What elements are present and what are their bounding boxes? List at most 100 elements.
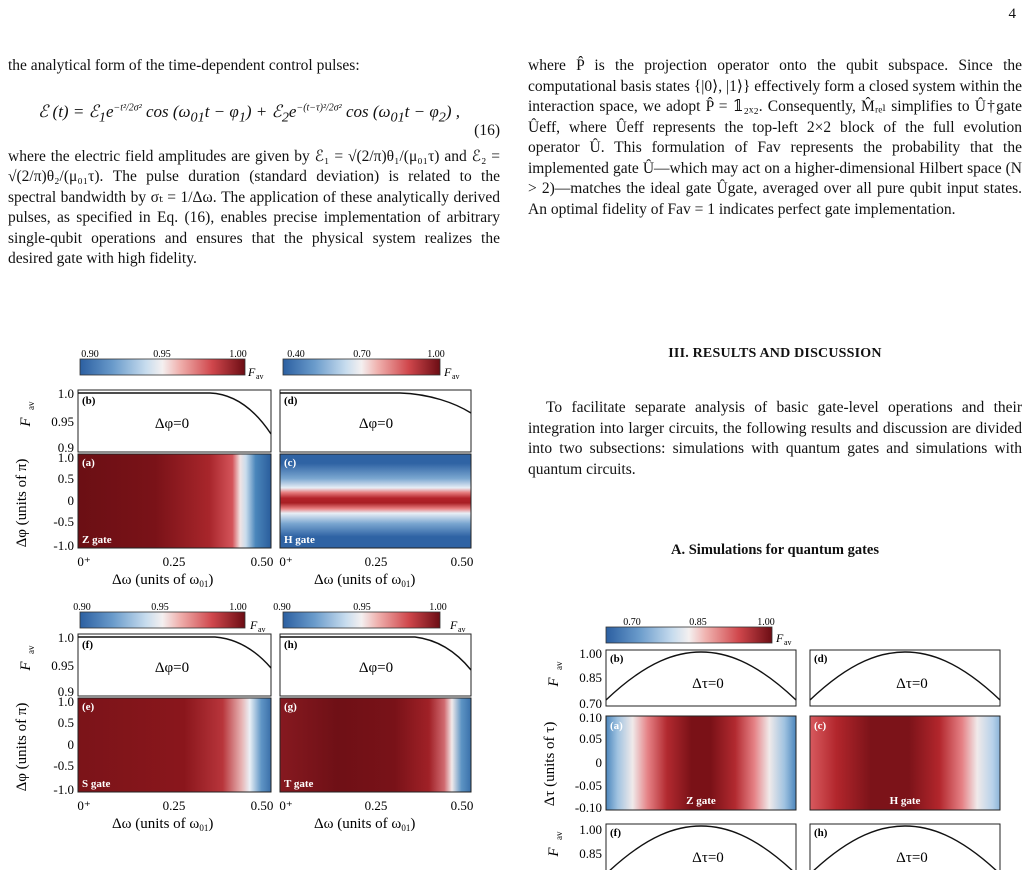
y-axis-label-phi: Δφ (units of π) bbox=[14, 703, 30, 792]
fidelity-curve-t bbox=[280, 636, 472, 671]
gate-label: H gate bbox=[284, 534, 315, 546]
y-axis-label-fav-sub: av bbox=[26, 401, 36, 410]
right-column: where P̂ is the projection operator onto… bbox=[528, 56, 1022, 220]
x-axis-label: Δω (units of ω01) bbox=[112, 816, 213, 833]
fidelity-curve-h2 bbox=[809, 825, 1001, 875]
y-tick: -0.05 bbox=[575, 778, 602, 793]
y-tick: 0 bbox=[596, 755, 603, 770]
x-tick: 0.50 bbox=[251, 554, 274, 569]
cbar-tick: 1.00 bbox=[429, 602, 447, 613]
cbar-tick: 1.00 bbox=[427, 349, 445, 360]
annotation: Δφ=0 bbox=[359, 660, 393, 676]
y-tick: 1.0 bbox=[58, 450, 74, 465]
panel-label: (g) bbox=[284, 701, 297, 713]
heatmap-t-gate bbox=[280, 698, 471, 792]
x-axis-label: Δω (units of ω01) bbox=[314, 816, 415, 833]
cbar-label: F bbox=[247, 365, 256, 379]
fidelity-curve-h-tau bbox=[809, 651, 1001, 701]
cbar-label: F bbox=[249, 618, 258, 632]
cbar-label: F bbox=[775, 631, 784, 645]
y-axis-label-phi: Δφ (units of π) bbox=[14, 459, 30, 548]
page-number: 4 bbox=[1008, 6, 1017, 22]
fidelity-curve-z-tau bbox=[605, 651, 797, 701]
cbar-tick: 0.40 bbox=[287, 349, 305, 360]
cbar-label-sub: av bbox=[452, 372, 460, 381]
y-axis-label-fav-sub: av bbox=[26, 645, 36, 654]
pulse-paragraph: where the electric field amplitudes are … bbox=[8, 147, 500, 268]
x-tick: 0.50 bbox=[251, 798, 274, 813]
panel-label: (h) bbox=[284, 639, 298, 651]
colorbar-h bbox=[283, 359, 440, 375]
x-tick: 0.25 bbox=[365, 798, 388, 813]
heatmap-s-gate bbox=[78, 698, 271, 792]
x-tick: 0.50 bbox=[451, 798, 474, 813]
cbar-tick: 1.00 bbox=[229, 349, 247, 360]
cbar-label-sub: av bbox=[784, 638, 792, 647]
y-axis-label-tau: Δτ (units of τ) bbox=[542, 722, 558, 807]
fidelity-curve-f bbox=[605, 825, 797, 875]
heatmap-z-gate-tau bbox=[606, 716, 796, 810]
x-tick: 0.25 bbox=[163, 554, 186, 569]
cbar-tick: 0.90 bbox=[73, 602, 91, 613]
section-paragraph: To facilitate separate analysis of basic… bbox=[528, 399, 1022, 478]
heatmap-z-gate bbox=[78, 454, 271, 548]
cbar-tick: 0.95 bbox=[353, 602, 371, 613]
panel-label: (b) bbox=[82, 395, 96, 407]
y-tick: 0.85 bbox=[579, 670, 602, 685]
y-tick: 0.95 bbox=[51, 414, 74, 429]
intro-text: the analytical form of the time-dependen… bbox=[8, 57, 360, 74]
y-tick: -1.0 bbox=[53, 538, 74, 553]
panel-label: (b) bbox=[610, 653, 624, 665]
heatmap-h-gate bbox=[280, 454, 471, 548]
x-tick: 0⁺ bbox=[77, 798, 90, 813]
fidelity-curve-z bbox=[78, 392, 272, 435]
x-axis-label: Δω (units of ω01) bbox=[314, 572, 415, 589]
annotation: Δφ=0 bbox=[155, 416, 189, 432]
cbar-label: F bbox=[443, 365, 452, 379]
panel-label: (f) bbox=[610, 827, 621, 839]
cbar-label-sub: av bbox=[458, 625, 466, 634]
cbar-label-sub: av bbox=[258, 625, 266, 634]
cbar-tick: 0.95 bbox=[151, 602, 169, 613]
y-axis-label-fav: F bbox=[18, 417, 34, 428]
y-tick: -0.10 bbox=[575, 800, 602, 815]
left-column: the analytical form of the time-dependen… bbox=[8, 56, 500, 270]
cbar-tick: 1.00 bbox=[757, 617, 775, 628]
panel-label: (a) bbox=[82, 457, 95, 469]
panel-label: (f) bbox=[82, 639, 93, 651]
colorbar-right bbox=[606, 627, 772, 643]
colorbar-z bbox=[80, 359, 245, 375]
cbar-tick: 0.90 bbox=[273, 602, 291, 613]
cbar-tick: 0.70 bbox=[623, 617, 641, 628]
y-axis-label-fav-sub: av bbox=[554, 661, 564, 670]
section-title: III. RESULTS AND DISCUSSION bbox=[668, 346, 882, 361]
annotation: Δφ=0 bbox=[359, 416, 393, 432]
fidelity-curve-h bbox=[280, 392, 472, 414]
x-tick: 0.50 bbox=[451, 554, 474, 569]
fidelity-paragraph: where P̂ is the projection operator onto… bbox=[528, 57, 1022, 218]
panel-label: (c) bbox=[814, 720, 827, 732]
y-tick: 0 bbox=[68, 737, 75, 752]
y-tick: 1.0 bbox=[58, 386, 74, 401]
y-tick: 1.00 bbox=[579, 822, 602, 837]
y-tick: 1.00 bbox=[579, 646, 602, 661]
y-tick: 0.5 bbox=[58, 715, 74, 730]
y-tick: -0.5 bbox=[53, 758, 74, 773]
x-tick: 0⁺ bbox=[279, 554, 292, 569]
figure-right: 0.70 0.85 1.00 F av (b) (d) Δτ=0 Δτ=0 (a… bbox=[528, 612, 1008, 875]
fidelity-curve-s bbox=[78, 636, 272, 669]
y-tick: 0.95 bbox=[51, 658, 74, 673]
heatmap-h-gate-tau bbox=[810, 716, 1000, 810]
y-tick: -0.5 bbox=[53, 514, 74, 529]
panel-label: (d) bbox=[284, 395, 298, 407]
cbar-tick: 0.90 bbox=[81, 349, 99, 360]
annotation: Δτ=0 bbox=[896, 850, 928, 866]
cbar-tick: 0.95 bbox=[153, 349, 171, 360]
x-tick: 0⁺ bbox=[77, 554, 90, 569]
annotation: Δτ=0 bbox=[896, 676, 928, 692]
y-axis-label-fav: F bbox=[546, 847, 562, 858]
cbar-tick: 0.85 bbox=[689, 617, 707, 628]
y-axis-label-fav: F bbox=[546, 677, 562, 688]
gate-label: S gate bbox=[82, 778, 111, 790]
x-axis-label: Δω (units of ω01) bbox=[112, 572, 213, 589]
